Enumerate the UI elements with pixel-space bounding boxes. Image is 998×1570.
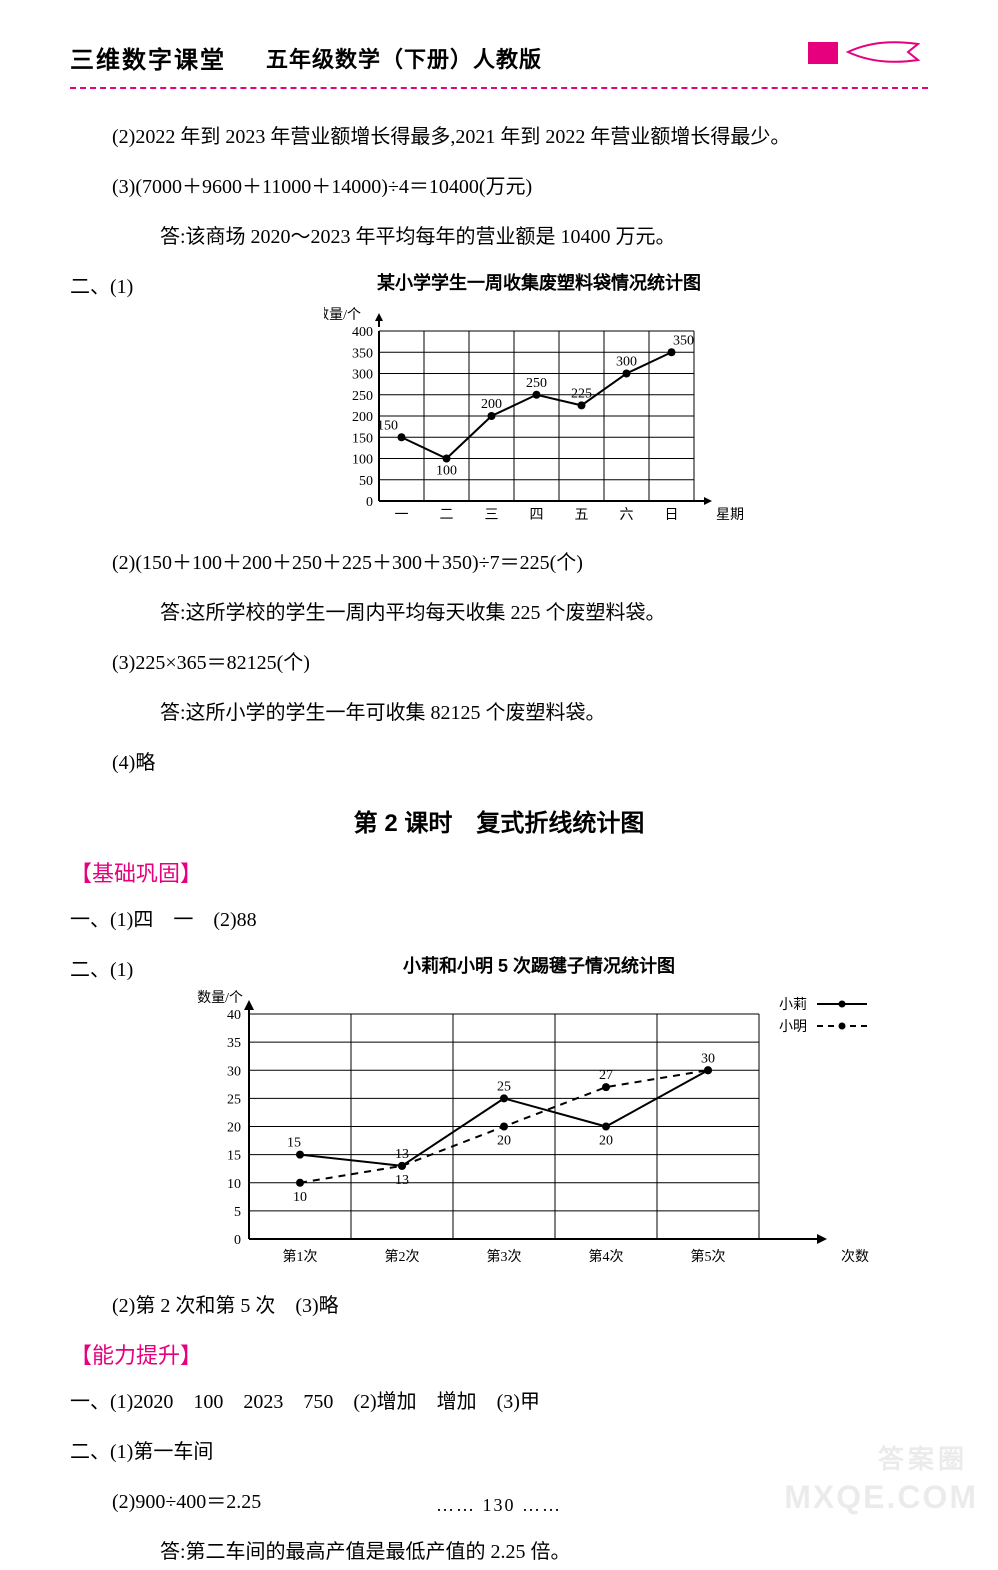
answer-b2-text: 答:这所学校的学生一周内平均每天收集 225 个废塑料袋。 — [70, 595, 928, 631]
svg-text:第1次: 第1次 — [283, 1248, 318, 1265]
svg-text:27: 27 — [599, 1068, 613, 1083]
svg-text:150: 150 — [377, 418, 398, 433]
svg-text:五: 五 — [575, 508, 589, 523]
svg-text:50: 50 — [359, 474, 373, 489]
basic-2-label: 二、(1) — [70, 952, 150, 988]
svg-text:四: 四 — [530, 508, 544, 523]
svg-text:小明: 小明 — [779, 1019, 807, 1035]
svg-text:10: 10 — [227, 1177, 241, 1192]
header-decoration-icon — [808, 30, 928, 76]
svg-text:150: 150 — [352, 431, 373, 446]
svg-text:20: 20 — [599, 1134, 613, 1149]
svg-text:30: 30 — [701, 1051, 715, 1066]
header-title: 五年级数学（下册）人教版 — [266, 42, 542, 74]
svg-text:5: 5 — [234, 1205, 241, 1220]
svg-text:第4次: 第4次 — [589, 1248, 624, 1265]
svg-text:小莉: 小莉 — [779, 997, 807, 1013]
svg-text:35: 35 — [227, 1036, 241, 1051]
svg-text:300: 300 — [616, 355, 637, 370]
answer-a2: (2)2022 年到 2023 年营业额增长得最多,2021 年到 2022 年… — [70, 119, 928, 155]
svg-text:250: 250 — [352, 389, 373, 404]
svg-text:200: 200 — [352, 410, 373, 425]
svg-text:10: 10 — [293, 1190, 307, 1205]
ability-2-1: 二、(1)第一车间 — [70, 1434, 928, 1470]
ability-2-2-text: 答:第二车间的最高产值是最低产值的 2.25 倍。 — [70, 1534, 928, 1570]
svg-text:300: 300 — [352, 368, 373, 383]
watermark-cn: 答案圈 — [878, 1439, 968, 1476]
answer-a3-text: 答:该商场 2020～2023 年平均每年的营业额是 10400 万元。 — [70, 219, 928, 255]
basic-1: 一、(1)四 一 (2)88 — [70, 902, 928, 938]
svg-text:20: 20 — [227, 1121, 241, 1136]
q2-label: 二、(1) — [70, 269, 150, 305]
svg-text:25: 25 — [497, 1079, 511, 1094]
svg-text:13: 13 — [395, 1173, 409, 1188]
answer-b3-calc: (3)225×365＝82125(个) — [70, 645, 928, 681]
svg-text:100: 100 — [436, 464, 457, 479]
answer-b3-text: 答:这所小学的学生一年可收集 82125 个废塑料袋。 — [70, 695, 928, 731]
svg-text:第2次: 第2次 — [385, 1248, 420, 1265]
answer-b4: (4)略 — [70, 745, 928, 781]
answer-b2-calc: (2)(150＋100＋200＋250＋225＋300＋350)÷7＝225(个… — [70, 545, 928, 581]
svg-text:200: 200 — [481, 397, 502, 412]
svg-text:日: 日 — [665, 508, 679, 523]
svg-text:次数: 次数 — [841, 1249, 869, 1265]
brand-text: 三维数字课堂 — [70, 40, 226, 75]
header-divider — [70, 87, 928, 89]
chart2-title: 小莉和小明 5 次踢毽子情况统计图 — [403, 952, 675, 978]
watermark-en: MXQE.COM — [784, 1479, 978, 1516]
svg-text:30: 30 — [227, 1064, 241, 1079]
svg-text:星期: 星期 — [716, 507, 744, 523]
svg-text:三: 三 — [485, 508, 499, 523]
chart1-title: 某小学学生一周收集废塑料袋情况统计图 — [377, 269, 701, 295]
svg-text:13: 13 — [395, 1147, 409, 1162]
svg-text:20: 20 — [497, 1134, 511, 1149]
svg-text:100: 100 — [352, 453, 373, 468]
svg-text:0: 0 — [234, 1233, 241, 1248]
svg-text:六: 六 — [620, 507, 634, 523]
tag-basic: 【基础巩固】 — [70, 856, 928, 888]
svg-text:0: 0 — [366, 495, 373, 510]
tag-ability: 【能力提升】 — [70, 1338, 928, 1370]
svg-text:数量/个: 数量/个 — [324, 307, 361, 323]
svg-text:350: 350 — [352, 346, 373, 361]
svg-text:350: 350 — [673, 333, 694, 348]
chart1-svg: 数量/个星期 0 50 100 150 200 250 300 350 400 一 二 三 四 五 六 日 150… — [324, 301, 754, 531]
basic-2-2: (2)第 2 次和第 5 次 (3)略 — [70, 1288, 928, 1324]
svg-text:250: 250 — [526, 376, 547, 391]
svg-text:40: 40 — [227, 1008, 241, 1023]
svg-text:一: 一 — [395, 508, 409, 523]
chart2-block: 二、(1) 小莉和小明 5 次踢毽子情况统计图 数量/个次数 0 5 10 15 20 25… — [70, 952, 928, 1274]
page-header: 三维数字课堂 五年级数学（下册）人教版 — [70, 40, 928, 83]
ability-1: 一、(1)2020 100 2023 750 (2)增加 增加 (3)甲 — [70, 1384, 928, 1420]
svg-text:第3次: 第3次 — [487, 1248, 522, 1265]
chart2-svg: 数量/个次数 0 5 10 15 20 25 30 35 40 第1次 第2次 第3次 第4次 第5次 小莉小… — [189, 984, 889, 1274]
svg-text:25: 25 — [227, 1092, 241, 1107]
svg-text:15: 15 — [227, 1149, 241, 1164]
section2-title: 第 2 课时 复式折线统计图 — [70, 803, 928, 838]
svg-text:15: 15 — [287, 1136, 301, 1151]
chart1-block: 二、(1) 某小学学生一周收集废塑料袋情况统计图 数量/个星期 0 50 100 150… — [70, 269, 928, 531]
svg-text:225: 225 — [571, 386, 592, 401]
svg-text:400: 400 — [352, 325, 373, 340]
svg-text:数量/个: 数量/个 — [197, 990, 243, 1006]
svg-text:第5次: 第5次 — [691, 1248, 726, 1265]
answer-a3-calc: (3)(7000＋9600＋11000＋14000)÷4＝10400(万元) — [70, 169, 928, 205]
svg-text:二: 二 — [440, 508, 454, 523]
